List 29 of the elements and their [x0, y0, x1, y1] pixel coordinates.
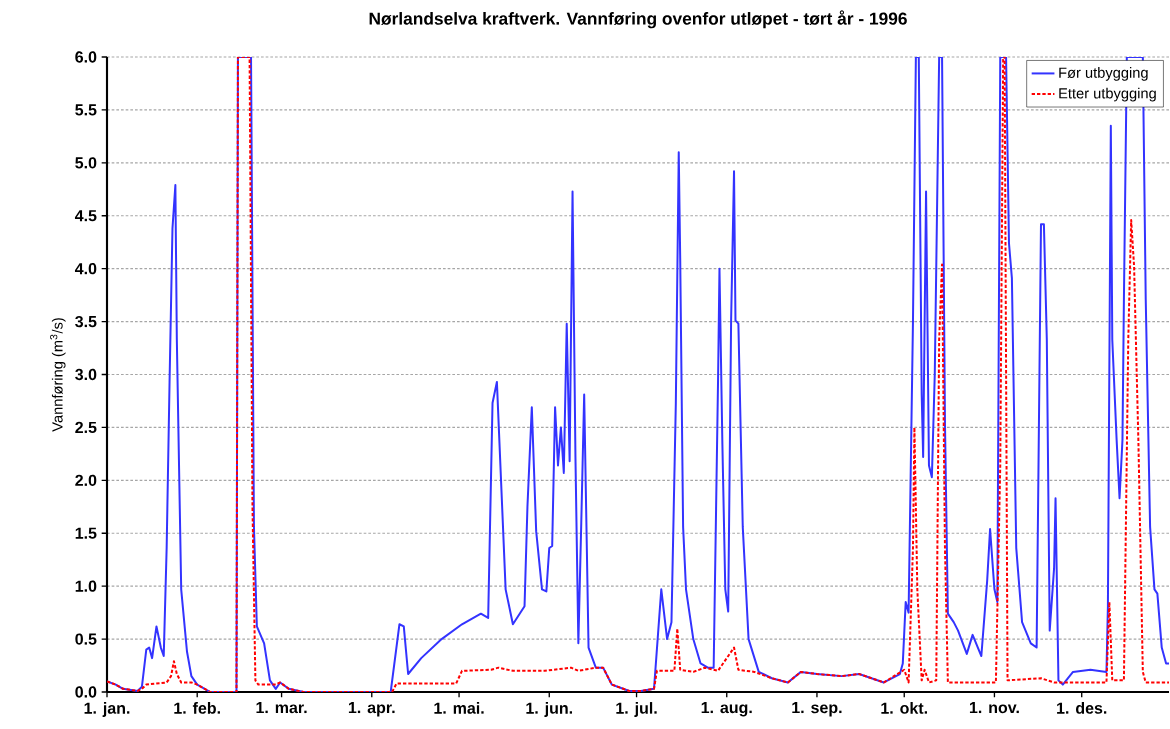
x-tick-label: 1. aug.	[701, 702, 752, 717]
chart-title: Nørlandselva kraftverk. Vannføring ovenfor utløpet - tørt år - 1996	[369, 10, 907, 29]
y-tick-label: 1.5	[75, 527, 97, 539]
legend-label: Etter utbygging	[1059, 87, 1156, 102]
x-tick-label: 1. nov.	[969, 702, 1019, 714]
x-tick-label: 1. apr.	[348, 702, 395, 717]
y-tick-label: 3.5	[75, 315, 97, 328]
y-axis-title: Vannføring (m$^{3}$/s)	[50, 318, 66, 432]
y-tick-label: 2.0	[75, 474, 97, 486]
x-tick-label: 1. des.	[1057, 702, 1107, 714]
x-tick-label: 1. mar.	[256, 702, 307, 714]
x-tick-label: 1. jun.	[526, 702, 573, 717]
y-tick-label: 3.0	[75, 368, 97, 381]
y-tick-label: 1.0	[75, 580, 97, 592]
y-tick-label: 2.5	[75, 421, 97, 434]
x-tick-label: 1. feb.	[174, 702, 220, 714]
y-tick-label: 6.0	[75, 51, 97, 63]
x-tick-label: 1. jul.	[616, 702, 657, 717]
y-tick-label: 5.0	[75, 157, 97, 169]
y-tick-label: 4.0	[74, 263, 97, 275]
y-tick-label: 0.5	[75, 633, 97, 645]
x-tick-label: 1. sep.	[792, 702, 842, 717]
x-tick-label: 1. okt.	[881, 702, 927, 714]
legend-label: Før utbygging	[1059, 67, 1148, 81]
x-tick-label: 1. mai.	[434, 702, 484, 714]
y-tick-label: 5.5	[75, 104, 97, 116]
y-tick-label: 4.5	[74, 210, 97, 222]
y-tick-label: 0.0	[75, 686, 97, 698]
x-tick-label: 1. jan.	[84, 702, 130, 717]
